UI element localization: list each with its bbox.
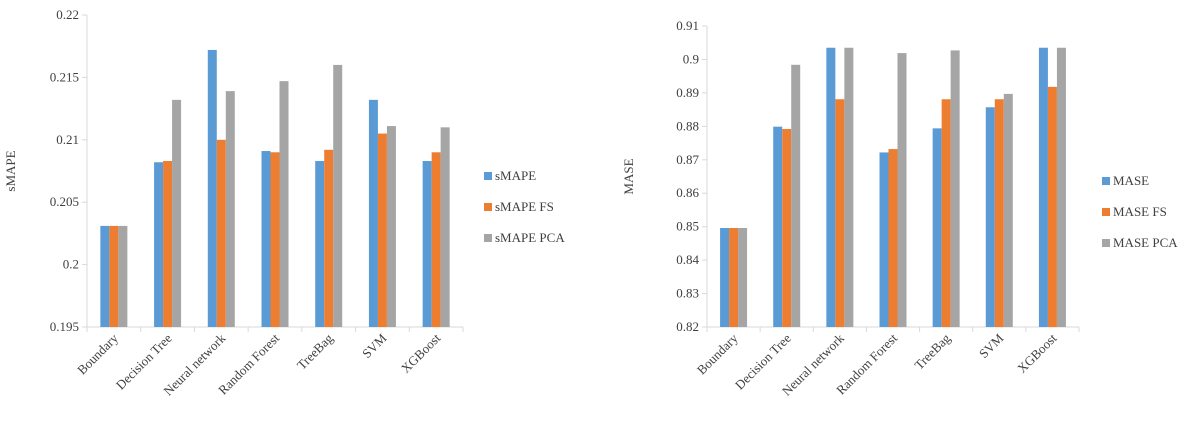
bar-mase-fs-boundary — [729, 228, 739, 327]
y-tick-label: 0.195 — [50, 319, 79, 334]
y-tick-label: 0.84 — [676, 252, 699, 267]
x-tick-label: XGBoost — [1014, 330, 1060, 376]
legend-label: sMAPE FS — [495, 199, 554, 214]
bar-smape-fs-random-forest — [270, 152, 280, 327]
bar-smape-neural-network — [207, 49, 217, 327]
legend-label: MASE — [1113, 173, 1149, 188]
bar-mase-pca-neural-network — [844, 47, 854, 327]
y-tick-label: 0.91 — [676, 18, 699, 33]
bar-mase-svm — [985, 107, 995, 328]
x-tick-label: TreeBag — [294, 330, 336, 372]
bar-mase-neural-network — [826, 47, 836, 327]
bar-smape-pca-svm — [386, 126, 396, 328]
bar-smape-fs-boundary — [109, 225, 119, 327]
y-tick-label: 0.83 — [676, 286, 699, 301]
legend-label: sMAPE — [495, 168, 536, 183]
bar-mase-pca-decision-tree — [791, 64, 801, 327]
legend-swatch — [1102, 239, 1110, 247]
legend-swatch — [484, 203, 492, 211]
bar-mase-treebag — [932, 128, 942, 327]
bar-mase-random-forest — [879, 152, 889, 327]
bar-mase-fs-random-forest — [888, 149, 898, 327]
x-tick-label: Boundary — [694, 330, 741, 377]
bar-smape-pca-neural-network — [225, 91, 235, 328]
bar-mase-pca-svm — [1003, 93, 1013, 328]
legend-swatch — [1102, 208, 1110, 216]
bar-mase-pca-random-forest — [897, 53, 907, 328]
x-tick-label: XGBoost — [398, 330, 444, 376]
y-tick-label: 0.88 — [676, 118, 699, 133]
bar-mase-pca-xgboost — [1056, 47, 1066, 327]
bar-smape-fs-neural-network — [216, 139, 226, 327]
bar-smape-treebag — [315, 161, 325, 327]
y-tick-label: 0.21 — [56, 132, 79, 147]
x-tick-label: SVM — [359, 330, 390, 361]
x-tick-label: SVM — [976, 330, 1007, 361]
x-tick-label: Boundary — [74, 330, 121, 377]
bar-mase-fs-decision-tree — [782, 129, 792, 327]
legend-label: MASE FS — [1113, 204, 1167, 219]
y-tick-label: 0.87 — [676, 152, 699, 167]
legend-swatch — [484, 172, 492, 180]
chart-2: 0.82 0.83 0.84 0.85 0.86 0.87 0.88 0.89 0.9 0.91 M… — [621, 18, 1178, 399]
legend-swatch — [1102, 177, 1110, 185]
x-tick-label: TreeBag — [911, 330, 953, 372]
bar-smape-pca-treebag — [333, 64, 343, 328]
y-axis-title: MASE — [621, 158, 636, 194]
bar-mase-fs-xgboost — [1047, 86, 1057, 327]
bar-mase-decision-tree — [773, 126, 783, 327]
bar-smape-fs-decision-tree — [163, 161, 173, 327]
bar-smape-random-forest — [261, 151, 271, 327]
bar-smape-svm — [368, 99, 378, 327]
bar-mase-pca-treebag — [950, 50, 960, 328]
chart-1: 0.1950.20.2050.210.2150.22sMAPEBoundaryD… — [3, 7, 565, 399]
bar-mase-xgboost — [1038, 47, 1048, 327]
y-tick-label: 0.86 — [676, 185, 699, 200]
bar-smape-pca-decision-tree — [172, 99, 182, 327]
y-tick-label: 0.9 — [683, 51, 699, 66]
bar-smape-fs-treebag — [324, 149, 334, 327]
bar-smape-pca-random-forest — [279, 81, 289, 327]
y-tick-label: 0.215 — [50, 69, 79, 84]
legend-swatch — [484, 234, 492, 242]
bar-mase-fs-treebag — [941, 99, 951, 327]
bar-mase-fs-svm — [994, 99, 1004, 327]
legend-label: MASE PCA — [1113, 235, 1178, 250]
bar-smape-pca-xgboost — [440, 127, 450, 327]
y-tick-label: 0.205 — [50, 194, 79, 209]
bar-mase-pca-boundary — [738, 228, 748, 327]
bar-mase-fs-neural-network — [835, 99, 845, 327]
bar-mase-boundary — [720, 228, 730, 327]
bar-smape-decision-tree — [154, 162, 164, 327]
y-tick-label: 0.2 — [63, 257, 79, 272]
legend: sMAPE sMAPE FS sMAPE PCA — [484, 168, 565, 245]
y-tick-label: 0.22 — [56, 7, 79, 22]
bar-smape-pca-boundary — [118, 225, 128, 327]
legend-label: sMAPE PCA — [495, 230, 565, 245]
y-axis-title: sMAPE — [3, 150, 18, 191]
y-tick-label: 0.89 — [676, 85, 699, 100]
y-tick-label: 0.85 — [676, 219, 699, 234]
bar-smape-fs-svm — [377, 133, 387, 327]
legend: MASE MASE FS MASE PCA — [1102, 173, 1178, 250]
bar-smape-xgboost — [422, 161, 432, 327]
bar-smape-fs-xgboost — [431, 152, 441, 327]
bar-smape-boundary — [100, 225, 110, 327]
y-tick-label: 0.82 — [676, 319, 699, 334]
